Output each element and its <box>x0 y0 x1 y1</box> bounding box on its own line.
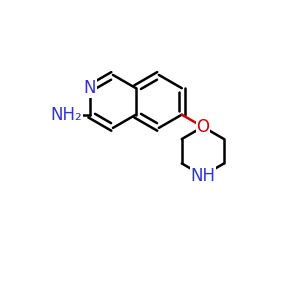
Text: NH: NH <box>190 167 215 184</box>
Text: N: N <box>84 79 96 97</box>
Text: O: O <box>196 118 209 136</box>
Text: NH₂: NH₂ <box>51 106 82 124</box>
